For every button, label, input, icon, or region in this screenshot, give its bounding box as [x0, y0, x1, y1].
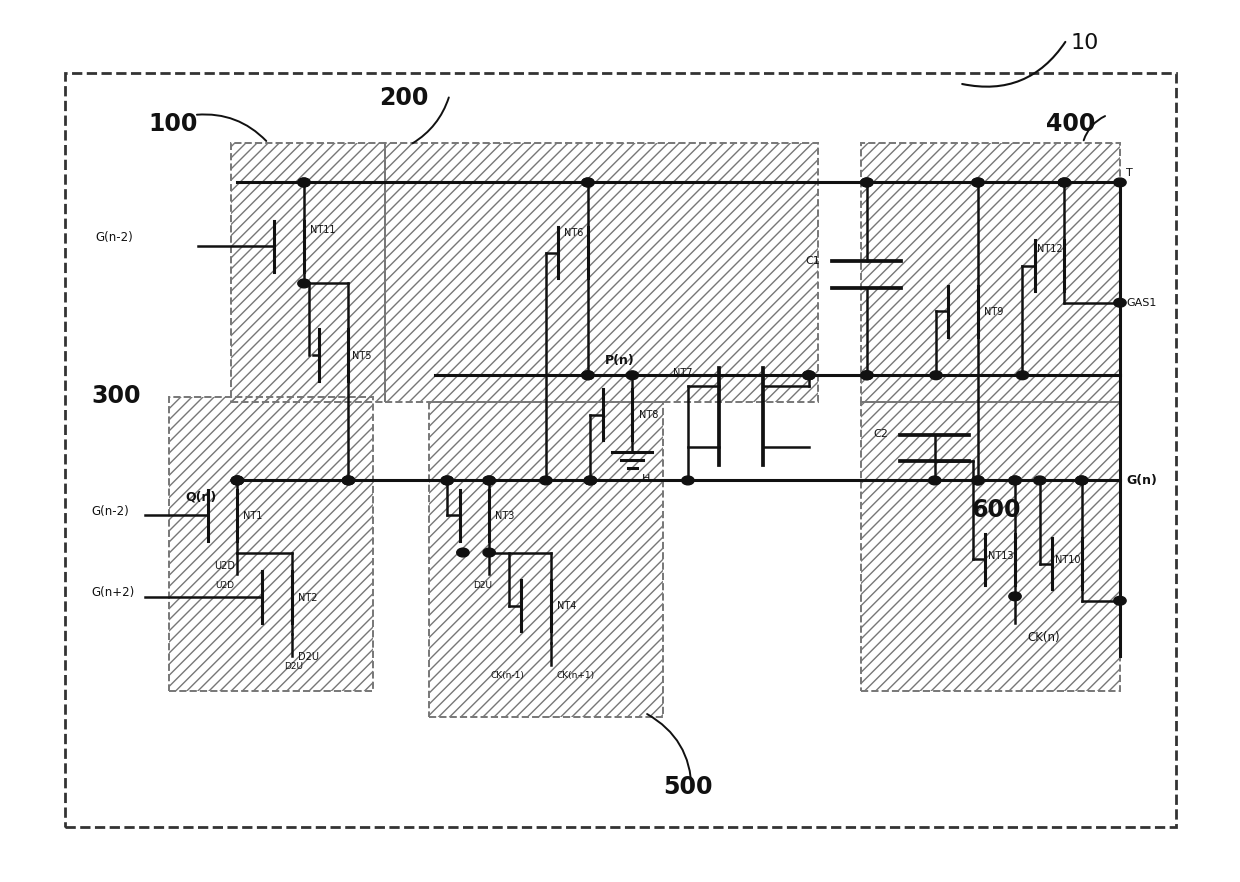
- Text: NT4: NT4: [557, 602, 577, 611]
- Circle shape: [1009, 476, 1022, 485]
- Circle shape: [972, 476, 985, 485]
- Circle shape: [1009, 592, 1022, 601]
- Circle shape: [584, 476, 596, 485]
- Circle shape: [298, 178, 310, 187]
- Circle shape: [582, 371, 594, 379]
- Text: NT13: NT13: [988, 550, 1013, 561]
- Circle shape: [539, 476, 552, 485]
- Circle shape: [1033, 476, 1045, 485]
- Circle shape: [456, 548, 469, 557]
- Text: C2: C2: [873, 430, 888, 439]
- Circle shape: [861, 371, 873, 379]
- Circle shape: [1075, 476, 1087, 485]
- Text: G(n-2): G(n-2): [95, 231, 133, 244]
- Bar: [231, 143, 386, 401]
- Text: D2U: D2U: [474, 580, 492, 589]
- Text: NT11: NT11: [310, 225, 336, 235]
- Circle shape: [1017, 371, 1029, 379]
- Text: NT6: NT6: [564, 228, 584, 238]
- Text: 10: 10: [1070, 34, 1099, 54]
- Text: 400: 400: [1045, 112, 1095, 137]
- Circle shape: [441, 476, 454, 485]
- Text: T: T: [1126, 168, 1133, 178]
- Text: 100: 100: [149, 112, 198, 137]
- Circle shape: [231, 476, 243, 485]
- Text: NT1: NT1: [243, 511, 263, 521]
- Text: G(n): G(n): [1126, 474, 1157, 487]
- Bar: [170, 397, 373, 691]
- Text: P(n): P(n): [605, 354, 635, 367]
- Circle shape: [342, 476, 355, 485]
- Circle shape: [929, 476, 941, 485]
- Text: U2D: U2D: [216, 580, 234, 589]
- Circle shape: [802, 371, 815, 379]
- Circle shape: [582, 371, 594, 379]
- Text: U2D: U2D: [215, 561, 236, 572]
- Bar: [386, 143, 817, 401]
- Circle shape: [231, 476, 243, 485]
- Circle shape: [1009, 476, 1022, 485]
- Text: 500: 500: [663, 774, 713, 798]
- Circle shape: [972, 476, 985, 485]
- Circle shape: [482, 548, 495, 557]
- Circle shape: [582, 178, 594, 187]
- Text: NT10: NT10: [1054, 555, 1080, 565]
- Circle shape: [972, 178, 985, 187]
- Circle shape: [972, 178, 985, 187]
- Text: H: H: [642, 474, 651, 483]
- Circle shape: [1114, 298, 1126, 307]
- Bar: [64, 73, 1176, 826]
- Text: G(n+2): G(n+2): [92, 587, 135, 599]
- Text: NT2: NT2: [298, 593, 317, 602]
- Text: 600: 600: [972, 498, 1022, 522]
- Circle shape: [441, 476, 454, 485]
- Text: D2U: D2U: [298, 652, 319, 662]
- Text: CK(n+1): CK(n+1): [557, 671, 595, 680]
- Circle shape: [1058, 178, 1070, 187]
- Text: 200: 200: [379, 86, 429, 110]
- Circle shape: [482, 476, 495, 485]
- Text: G(n-2): G(n-2): [92, 505, 129, 518]
- Circle shape: [1075, 476, 1087, 485]
- Text: C1: C1: [805, 256, 820, 265]
- Circle shape: [861, 371, 873, 379]
- Circle shape: [482, 476, 495, 485]
- Circle shape: [861, 178, 873, 187]
- Text: D2U: D2U: [285, 662, 304, 671]
- Text: NT8: NT8: [639, 410, 658, 421]
- Text: CK(n-1): CK(n-1): [491, 671, 525, 680]
- Circle shape: [298, 178, 310, 187]
- Text: NT12: NT12: [1037, 243, 1063, 254]
- Bar: [429, 401, 663, 717]
- Bar: [861, 401, 1120, 691]
- Circle shape: [861, 178, 873, 187]
- Text: GAS1: GAS1: [1126, 298, 1157, 308]
- Circle shape: [930, 371, 942, 379]
- Circle shape: [1114, 596, 1126, 605]
- Circle shape: [626, 371, 639, 379]
- Text: Q(n): Q(n): [186, 491, 217, 504]
- Text: NT7: NT7: [673, 369, 693, 378]
- Circle shape: [231, 476, 243, 485]
- Circle shape: [1058, 178, 1070, 187]
- Text: NT5: NT5: [352, 351, 372, 361]
- Text: 300: 300: [92, 384, 141, 408]
- Circle shape: [298, 279, 310, 288]
- Circle shape: [802, 371, 815, 379]
- Circle shape: [584, 476, 596, 485]
- Bar: [861, 143, 1120, 401]
- Circle shape: [682, 476, 694, 485]
- Circle shape: [1114, 178, 1126, 187]
- Text: NT3: NT3: [495, 511, 515, 521]
- Circle shape: [342, 476, 355, 485]
- Circle shape: [582, 178, 594, 187]
- Text: NT9: NT9: [985, 307, 1003, 317]
- Text: CK(n): CK(n): [1028, 632, 1060, 645]
